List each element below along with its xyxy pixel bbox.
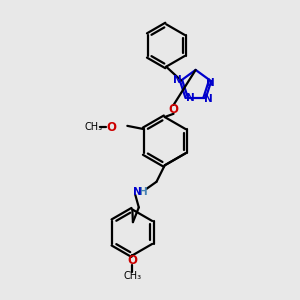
Text: N: N [186, 93, 194, 103]
Text: N: N [204, 94, 212, 104]
Text: N: N [133, 187, 141, 197]
Text: N: N [173, 76, 182, 85]
Text: O: O [127, 254, 137, 267]
Text: O: O [107, 121, 117, 134]
Text: CH₃: CH₃ [85, 122, 103, 132]
Text: H: H [139, 187, 148, 197]
Text: O: O [169, 103, 178, 116]
Text: N: N [206, 78, 214, 88]
Text: CH₃: CH₃ [123, 271, 141, 281]
